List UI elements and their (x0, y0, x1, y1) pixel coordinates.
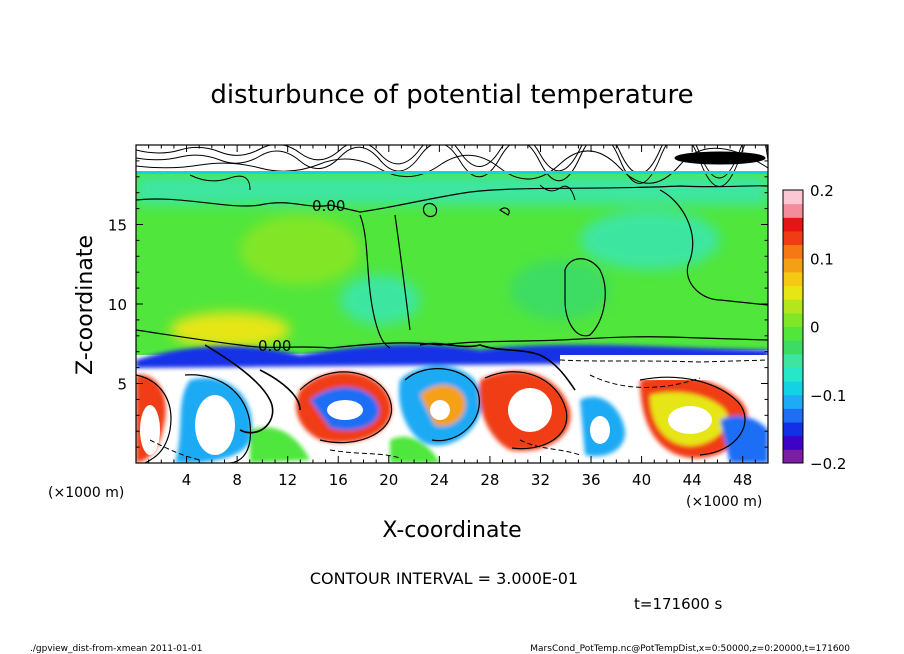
colorbar-swatch (783, 190, 803, 205)
x-tick-label: 8 (232, 471, 242, 489)
x-tick-label: 44 (683, 471, 702, 489)
x-tick-label: 28 (480, 471, 499, 489)
colorbar-frame (782, 189, 804, 464)
colorbar-swatch (783, 258, 803, 273)
x-axis-ticks: 4 8 12 16 20 24 28 32 36 40 44 48 (148, 145, 756, 489)
colorbar-ticks: 0.2 0.1 0 −0.1 −0.2 (810, 182, 846, 473)
contour-lines (136, 185, 768, 463)
colorbar-swatch (783, 381, 803, 396)
x-axis-left-unit: (×1000 m) (48, 485, 124, 501)
y-tick-label: 5 (117, 376, 127, 394)
colorbar-swatch (783, 367, 803, 382)
colorbar-tick-label: 0.1 (810, 250, 834, 268)
time-stamp-text: t=171600 s (634, 595, 722, 613)
contour-label-upper: 0.00 (312, 197, 345, 215)
x-axis-label: X-coordinate (382, 518, 521, 543)
y-axis-ticks: 5 10 15 (108, 160, 768, 448)
colorbar-swatch (783, 230, 803, 246)
colorbar-swatch (783, 435, 803, 450)
colorbar (783, 190, 803, 464)
top-band-noise (136, 145, 768, 201)
y-tick-label: 10 (108, 296, 127, 314)
colorbar-swatch (783, 408, 803, 423)
x-tick-label: 16 (329, 471, 348, 489)
x-tick-label: 12 (278, 471, 297, 489)
heatmap-field: 0.00 0.00 (136, 145, 768, 463)
x-tick-label: 40 (632, 471, 651, 489)
colorbar-swatch (783, 217, 803, 232)
x-tick-label: 36 (581, 471, 600, 489)
top-band (136, 145, 768, 173)
y-axis-label: Z-coordinate (73, 235, 98, 375)
colorbar-tick-label: −0.2 (810, 455, 846, 473)
contour-label-lower: 0.00 (258, 337, 291, 355)
x-tick-label: 20 (379, 471, 398, 489)
y-tick-label: 15 (108, 217, 127, 235)
x-axis-right-unit: (×1000 m) (686, 494, 762, 510)
x-tick-label: 32 (531, 471, 550, 489)
chart-title: disturbunce of potential temperature (210, 80, 693, 110)
footer-right: MarsCond_PotTemp.nc@PotTempDist,x=0:5000… (530, 644, 850, 654)
colorbar-swatch (783, 271, 803, 287)
colorbar-swatch (783, 244, 803, 259)
colorbar-swatch (783, 449, 803, 464)
colorbar-swatch (783, 422, 803, 437)
colorbar-tick-label: 0 (810, 319, 820, 337)
colorbar-tick-label: −0.1 (810, 387, 846, 405)
x-tick-label: 48 (733, 471, 752, 489)
colorbar-swatch (783, 299, 803, 314)
lower-turbulent-region (136, 344, 768, 463)
contour-interval-text: CONTOUR INTERVAL = 3.000E-01 (310, 569, 578, 588)
colorbar-swatch (783, 312, 803, 327)
footer-left: ./gpview_dist-from-xmean 2011-01-01 (30, 644, 202, 654)
colorbar-tick-label: 0.2 (810, 182, 834, 200)
colorbar-swatch (783, 394, 803, 409)
negative-contours (149, 359, 768, 461)
x-tick-label: 4 (182, 471, 192, 489)
colorbar-swatch (783, 285, 803, 300)
x-tick-label: 24 (430, 471, 449, 489)
colorbar-swatch (783, 353, 803, 368)
colorbar-swatch (783, 326, 803, 341)
colorbar-swatch (783, 203, 803, 218)
colorbar-swatch (783, 340, 803, 355)
